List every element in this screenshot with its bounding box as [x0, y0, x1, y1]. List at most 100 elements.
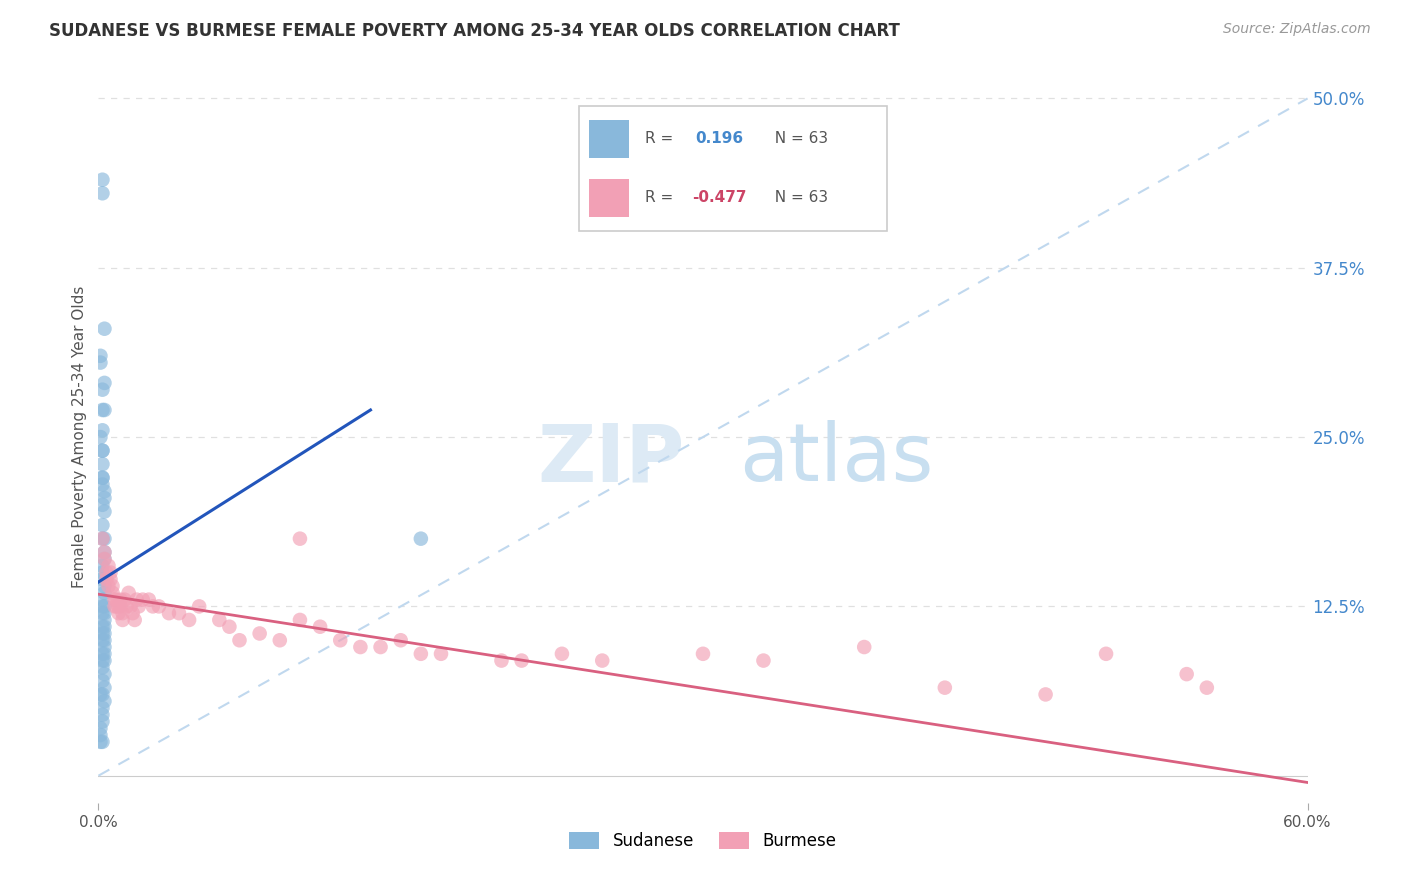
Point [91, 443, 114, 458]
Point [93, 484, 115, 499]
Point [93, 626, 115, 640]
Point [96, 566, 118, 580]
Point [1195, 681, 1218, 695]
Point [111, 606, 134, 620]
Point [269, 633, 291, 648]
Point [115, 599, 138, 614]
Point [103, 592, 125, 607]
Point [103, 599, 125, 614]
Point [91, 403, 114, 417]
Point [91, 592, 114, 607]
Text: SUDANESE VS BURMESE FEMALE POVERTY AMONG 25-34 YEAR OLDS CORRELATION CHART: SUDANESE VS BURMESE FEMALE POVERTY AMONG… [49, 22, 900, 40]
Point [93, 681, 115, 695]
Point [91, 471, 114, 485]
Point [853, 640, 876, 654]
Point [157, 606, 180, 620]
Point [120, 599, 142, 614]
Point [1175, 667, 1198, 681]
Point [93, 532, 115, 546]
Point [692, 647, 714, 661]
Point [91, 383, 114, 397]
Point [93, 403, 115, 417]
Point [91, 599, 114, 614]
Point [188, 599, 211, 614]
Point [93, 579, 115, 593]
Point [91, 606, 114, 620]
Point [93, 620, 115, 634]
Point [105, 599, 128, 614]
Point [114, 592, 136, 607]
Point [93, 633, 115, 648]
Point [100, 572, 122, 586]
Point [288, 532, 311, 546]
Point [89, 728, 111, 742]
Point [93, 647, 115, 661]
Point [91, 457, 114, 471]
Point [91, 532, 114, 546]
Point [510, 654, 533, 668]
Point [93, 640, 115, 654]
Point [1035, 688, 1057, 702]
Point [591, 654, 613, 668]
Point [111, 613, 134, 627]
Point [138, 592, 160, 607]
Point [97, 558, 120, 573]
Point [934, 681, 956, 695]
Text: atlas: atlas [740, 420, 934, 498]
Point [1095, 647, 1118, 661]
Legend: Sudanese, Burmese: Sudanese, Burmese [562, 825, 844, 856]
Point [89, 735, 111, 749]
Point [91, 471, 114, 485]
Point [124, 613, 146, 627]
Point [89, 355, 111, 369]
Point [101, 586, 124, 600]
Point [551, 647, 574, 661]
Point [167, 606, 190, 620]
Point [91, 647, 114, 661]
Point [125, 592, 148, 607]
Point [91, 423, 114, 437]
Point [349, 640, 371, 654]
Point [132, 592, 155, 607]
Point [249, 626, 271, 640]
Point [218, 620, 240, 634]
Point [91, 518, 114, 533]
Point [389, 633, 412, 648]
Point [91, 654, 114, 668]
Point [752, 654, 775, 668]
Point [118, 586, 141, 600]
Point [142, 599, 165, 614]
Point [96, 572, 118, 586]
Point [409, 647, 432, 661]
Point [93, 613, 115, 627]
Point [148, 599, 170, 614]
Point [91, 735, 114, 749]
Point [105, 592, 128, 607]
Point [91, 477, 114, 491]
Point [91, 620, 114, 634]
Point [100, 566, 122, 580]
Point [91, 633, 114, 648]
Text: Source: ZipAtlas.com: Source: ZipAtlas.com [1223, 22, 1371, 37]
Point [107, 606, 129, 620]
Point [491, 654, 513, 668]
Point [89, 430, 111, 444]
Point [93, 376, 115, 390]
Point [208, 613, 231, 627]
Point [288, 613, 311, 627]
Point [329, 633, 352, 648]
Point [93, 586, 115, 600]
Point [110, 592, 132, 607]
Point [93, 694, 115, 708]
Y-axis label: Female Poverty Among 25-34 Year Olds: Female Poverty Among 25-34 Year Olds [72, 286, 87, 588]
Point [93, 322, 115, 336]
Point [91, 673, 114, 688]
Point [93, 545, 115, 559]
Point [93, 599, 115, 614]
Point [89, 349, 111, 363]
Point [101, 579, 124, 593]
Point [93, 667, 115, 681]
Point [89, 688, 111, 702]
Point [93, 552, 115, 566]
Point [93, 491, 115, 505]
